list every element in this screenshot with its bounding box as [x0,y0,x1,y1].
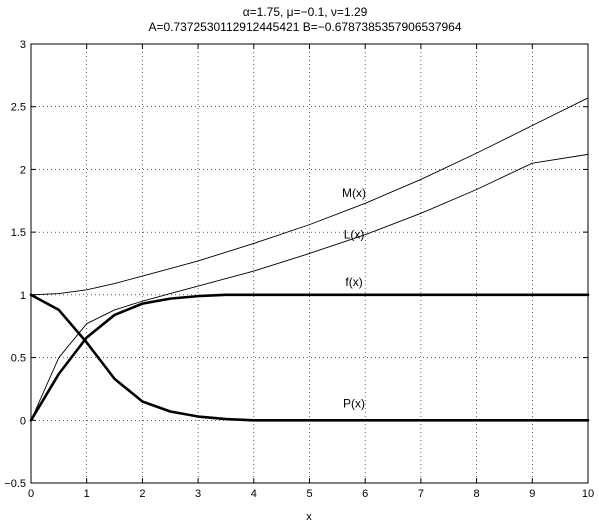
series-line-l-x [30,153,589,421]
x-tick-label: 5 [306,488,312,500]
y-tick-label: 0.5 [11,353,26,365]
y-tick-label: 3 [20,39,26,51]
y-tick-label: 0 [20,415,26,427]
series-line-f-x [29,293,590,422]
series-line-p-x [29,293,590,422]
x-tick-label: 7 [418,488,424,500]
series-label-p-x: P(x) [343,397,365,411]
curve-layer [29,97,590,422]
x-tick-label: 1 [84,488,90,500]
series-label-m-x: M(x) [342,186,366,200]
y-tick-label: 2.5 [11,102,26,114]
y-tick-label: 1 [20,290,26,302]
chart-title-line1: α=1.75, μ=−0.1, ν=1.29 [243,5,368,19]
x-tick-label: 8 [474,488,480,500]
x-tick-label: 4 [251,488,257,500]
y-tick-label: −0.5 [4,478,26,490]
tick-layer: 0 1 2 3 4 5 6 7 8 9 10−0.500.511.522.53 [4,39,594,500]
series-line-m-x [30,97,589,296]
y-tick-label: 1.5 [11,227,26,239]
y-tick-label: 2 [20,164,26,176]
x-tick-label: 3 [195,488,201,500]
x-axis-label: x [306,511,312,523]
x-tick-label: 2 [139,488,145,500]
x-tick-label: 0 [28,488,34,500]
label-layer: M(x) L(x) f(x) P(x) [342,186,366,411]
series-label-l-x: L(x) [344,227,365,241]
x-tick-label: 9 [529,488,535,500]
chart-title-line2: A=0.7372530112912445421 B=−0.67873853579… [148,20,461,34]
series-label-f-x: f(x) [345,275,362,289]
x-tick-label: 10 [582,488,594,500]
plot-area [31,44,588,483]
x-tick-label: 6 [362,488,368,500]
